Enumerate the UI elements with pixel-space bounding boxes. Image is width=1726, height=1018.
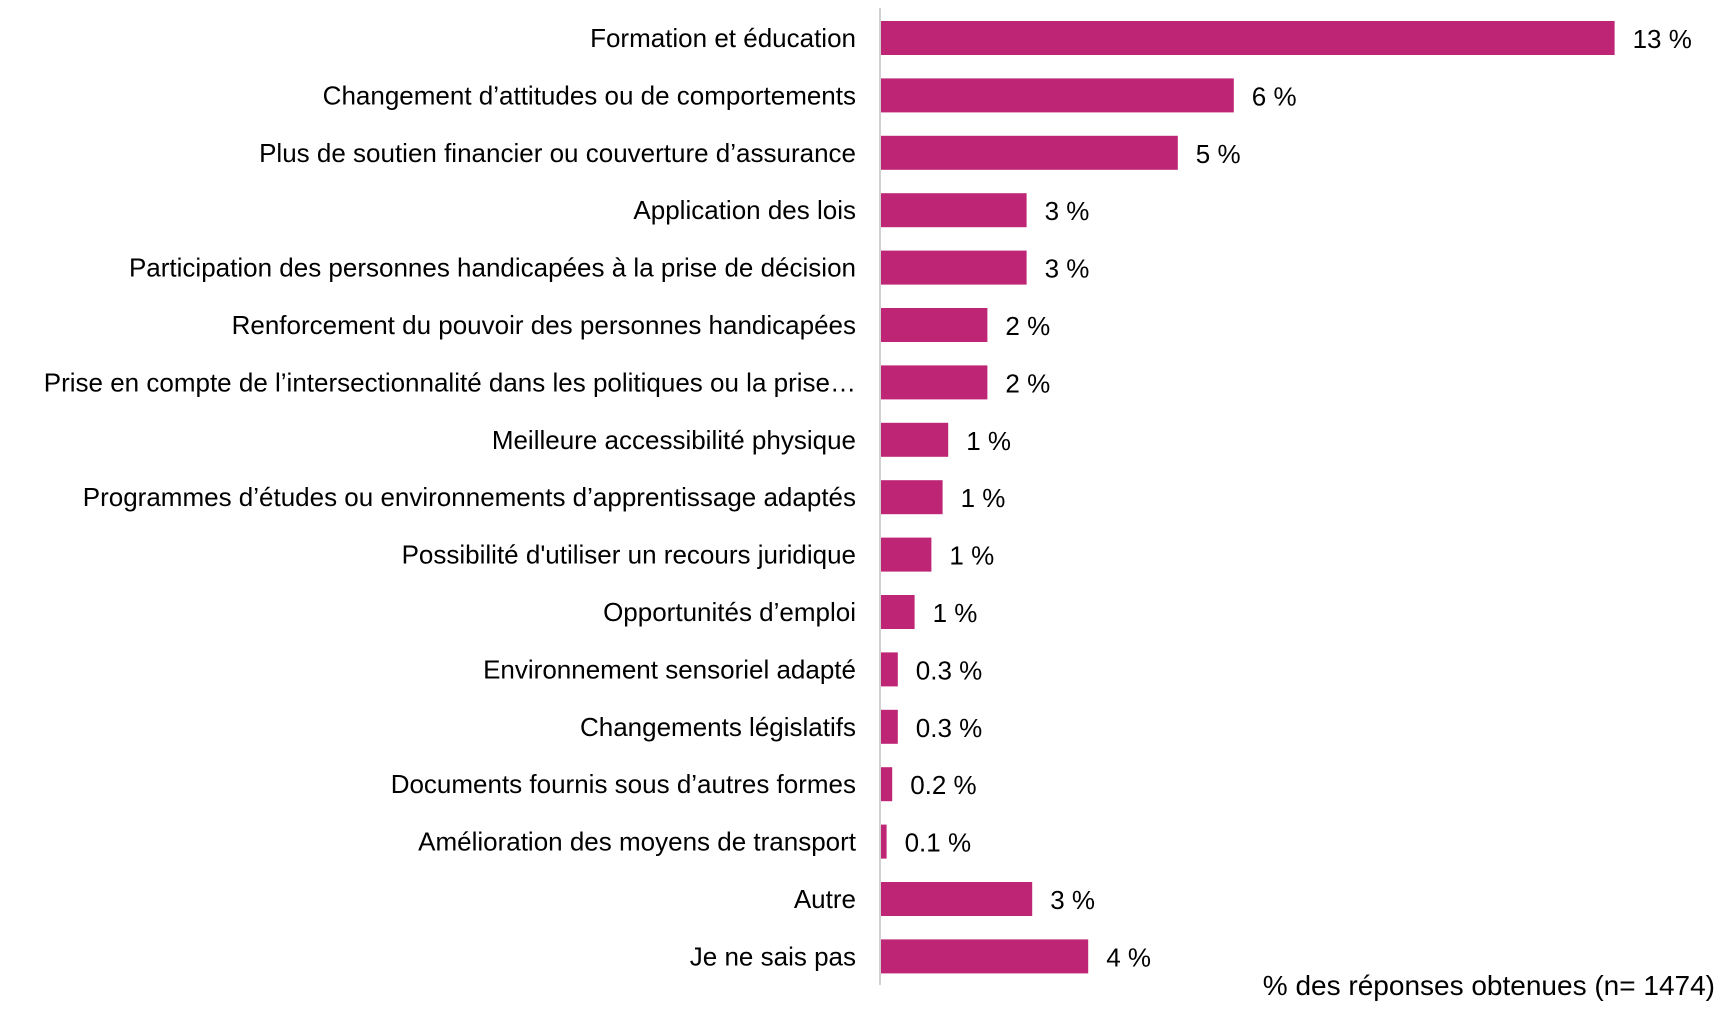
data-label: 2 % [1005,368,1050,398]
category-label: Participation des personnes handicapées … [129,253,856,283]
bar [881,193,1027,228]
bar [881,135,1178,170]
data-label: 0.2 % [910,770,977,800]
bar [881,250,1027,285]
data-label: 1 % [933,598,978,628]
category-label: Formation et éducation [590,23,856,53]
bar [881,422,949,457]
data-label: 0.3 % [916,655,983,685]
data-label: 0.3 % [916,713,983,743]
bar [881,595,915,629]
data-label: 1 % [966,426,1011,456]
data-label: 3 % [1045,254,1090,284]
bar [881,939,1089,974]
bar [881,365,988,400]
category-label: Application des lois [633,195,856,225]
category-label: Autre [794,884,856,914]
bar [881,78,1234,113]
category-labels-group: Formation et éducation Changement d’attit… [44,23,857,971]
category-label: Meilleure accessibilité physique [492,425,856,455]
category-label: Changements législatifs [580,712,856,742]
bar [881,709,898,744]
category-label: Changement d’attitudes ou de comportemen… [323,80,856,110]
category-label: Documents fournis sous d’autres formes [391,769,856,799]
category-label: Programmes d’études ou environnements d’… [83,482,856,512]
bar [881,824,887,859]
data-label: 1 % [949,541,994,571]
data-label: 13 % [1633,24,1692,54]
bar [881,480,943,515]
category-label: Plus de soutien financier ou couverture … [259,138,856,168]
bar [881,767,893,802]
category-label: Environnement sensoriel adapté [483,654,856,684]
data-label: 4 % [1106,942,1151,972]
data-label: 1 % [961,483,1006,513]
data-label: 3 % [1045,196,1090,226]
data-label: 5 % [1196,139,1241,169]
category-label: Possibilité d'utiliser un recours juridi… [402,540,856,570]
category-label: Renforcement du pouvoir des personnes ha… [232,310,856,340]
bars-group [881,21,1615,974]
data-label: 3 % [1050,885,1095,915]
data-label: 0.1 % [905,828,972,858]
category-label: Prise en compte de l’intersectionnalité … [44,367,856,397]
category-label: Je ne sais pas [690,941,856,971]
bar [881,537,932,572]
bar [881,308,988,342]
data-label: 6 % [1252,81,1297,111]
bar [881,882,1033,916]
value-labels-group: 13 % 6 % 5 % 3 % 3 % 2 % 2 % 1 % 1 % 1 % 1 % 0.3 % 0… [905,24,1692,972]
category-label: Amélioration des moyens de transport [418,827,857,857]
bar [881,652,898,687]
x-axis-label: % des réponses obtenues (n= 1474) [1263,970,1715,1001]
bar [881,21,1615,55]
data-label: 2 % [1005,311,1050,341]
category-label: Opportunités d’emploi [603,597,856,627]
